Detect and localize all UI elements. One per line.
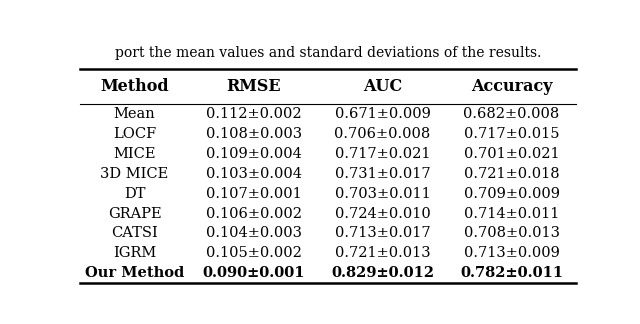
- Text: 0.103±0.004: 0.103±0.004: [205, 167, 301, 180]
- Text: Our Method: Our Method: [85, 266, 184, 280]
- Text: 0.109±0.004: 0.109±0.004: [205, 147, 301, 161]
- Text: 0.107±0.001: 0.107±0.001: [205, 187, 301, 201]
- Text: 0.708±0.013: 0.708±0.013: [463, 226, 559, 240]
- Text: DT: DT: [124, 187, 145, 201]
- Text: 0.717±0.015: 0.717±0.015: [464, 127, 559, 141]
- Text: MICE: MICE: [113, 147, 156, 161]
- Text: LOCF: LOCF: [113, 127, 156, 141]
- Text: 0.112±0.002: 0.112±0.002: [206, 107, 301, 121]
- Text: Accuracy: Accuracy: [471, 78, 552, 95]
- Text: IGRM: IGRM: [113, 247, 156, 260]
- Text: 0.724±0.010: 0.724±0.010: [335, 206, 431, 221]
- Text: 0.703±0.011: 0.703±0.011: [335, 187, 431, 201]
- Text: CATSI: CATSI: [111, 226, 158, 240]
- Text: 0.104±0.003: 0.104±0.003: [205, 226, 301, 240]
- Text: 0.717±0.021: 0.717±0.021: [335, 147, 430, 161]
- Text: AUC: AUC: [363, 78, 402, 95]
- Text: RMSE: RMSE: [227, 78, 281, 95]
- Text: 0.090±0.001: 0.090±0.001: [202, 266, 305, 280]
- Text: 0.709±0.009: 0.709±0.009: [463, 187, 559, 201]
- Text: 0.701±0.021: 0.701±0.021: [464, 147, 559, 161]
- Text: Method: Method: [100, 78, 169, 95]
- Text: 0.721±0.018: 0.721±0.018: [464, 167, 559, 180]
- Text: 0.721±0.013: 0.721±0.013: [335, 247, 430, 260]
- Text: GRAPE: GRAPE: [108, 206, 161, 221]
- Text: 0.106±0.002: 0.106±0.002: [205, 206, 301, 221]
- Text: port the mean values and standard deviations of the results.: port the mean values and standard deviat…: [115, 46, 541, 60]
- Text: 0.782±0.011: 0.782±0.011: [460, 266, 563, 280]
- Text: 0.713±0.009: 0.713±0.009: [463, 247, 559, 260]
- Text: Mean: Mean: [114, 107, 156, 121]
- Text: 0.682±0.008: 0.682±0.008: [463, 107, 559, 121]
- Text: 0.105±0.002: 0.105±0.002: [205, 247, 301, 260]
- Text: 0.108±0.003: 0.108±0.003: [205, 127, 301, 141]
- Text: 0.671±0.009: 0.671±0.009: [335, 107, 431, 121]
- Text: 0.713±0.017: 0.713±0.017: [335, 226, 430, 240]
- Text: 0.714±0.011: 0.714±0.011: [464, 206, 559, 221]
- Text: 0.706±0.008: 0.706±0.008: [335, 127, 431, 141]
- Text: 3D MICE: 3D MICE: [100, 167, 169, 180]
- Text: 0.731±0.017: 0.731±0.017: [335, 167, 430, 180]
- Text: 0.829±0.012: 0.829±0.012: [331, 266, 434, 280]
